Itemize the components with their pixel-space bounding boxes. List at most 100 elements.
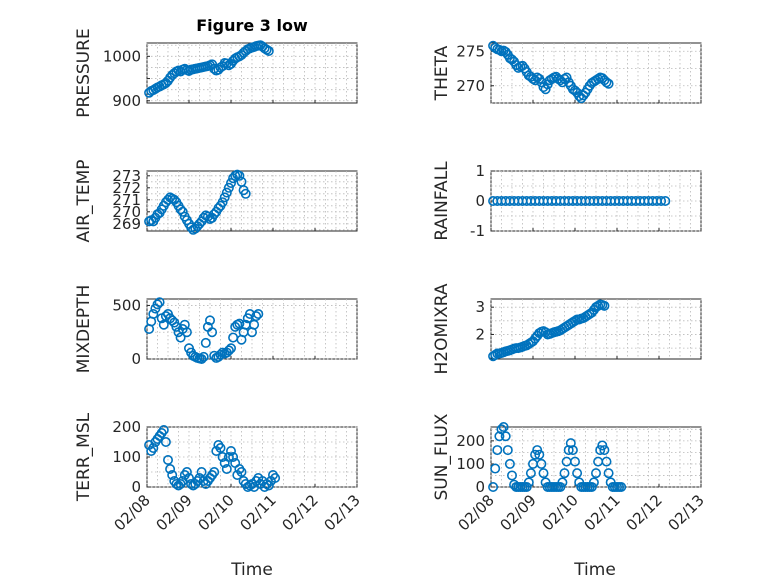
terr_msl-data-point bbox=[163, 454, 174, 465]
subplot-h2omixra: 2 3 H2OMIXRA bbox=[432, 283, 702, 375]
mixdepth-data-point bbox=[196, 353, 207, 364]
sun_flux-x-tick-label: 02/09 bbox=[497, 491, 540, 534]
mixdepth-data-point bbox=[205, 315, 216, 326]
sun_flux-data-point bbox=[504, 458, 515, 469]
mixdepth-y-tick-label: 0 bbox=[131, 350, 141, 368]
sun_flux-data-point bbox=[603, 468, 614, 479]
terr_msl-data-point bbox=[184, 472, 195, 483]
air_temp-data-point bbox=[221, 187, 232, 198]
pressure-y-axis-label: PRESSURE bbox=[74, 28, 94, 117]
sun_flux-data-point bbox=[490, 463, 501, 474]
sun_flux-data-point bbox=[530, 449, 541, 460]
mixdepth-y-axis-label: MIXDEPTH bbox=[74, 285, 94, 374]
sun_flux-data-point bbox=[555, 481, 566, 492]
h2omixra-data-point bbox=[599, 300, 610, 311]
air_temp-data-point bbox=[177, 206, 188, 217]
sun_flux-data-point bbox=[590, 468, 601, 479]
sun_flux-x-tick-label: 02/10 bbox=[539, 491, 582, 534]
air_temp-data-point bbox=[219, 192, 230, 203]
terr_msl-data-point bbox=[270, 472, 281, 483]
rainfall-y-axis-label: RAINFALL bbox=[432, 161, 452, 241]
sun_flux-data-point bbox=[599, 445, 610, 456]
theta-y-tick-label: 270 bbox=[456, 77, 485, 95]
terr_msl-y-tick-label: 200 bbox=[112, 418, 141, 436]
sun_flux-data-point bbox=[492, 445, 503, 456]
terr_msl-data-point bbox=[217, 451, 228, 462]
terr_msl-data-point bbox=[223, 451, 234, 462]
figure-title: Figure 3 low bbox=[196, 16, 308, 35]
sun_flux-data-point bbox=[616, 481, 627, 492]
sun_flux-y-tick-label: 0 bbox=[475, 478, 485, 496]
theta-data-point bbox=[540, 84, 551, 95]
terr_msl-y-tick-label: 100 bbox=[112, 448, 141, 466]
sun_flux-data-point bbox=[496, 424, 507, 435]
mixdepth-data-point bbox=[200, 337, 211, 348]
theta-data-point bbox=[561, 72, 572, 83]
terr_msl-data-point bbox=[196, 466, 207, 477]
air_temp-data-point bbox=[234, 170, 245, 181]
sun_flux-data-point bbox=[538, 468, 549, 479]
terr_msl-data-point bbox=[228, 451, 239, 462]
sun_flux-y-axis-label: SUN_FLUX bbox=[432, 413, 452, 500]
terr_msl-data-point bbox=[158, 424, 169, 435]
theta-data-point bbox=[603, 78, 614, 89]
sun_flux-data-point bbox=[494, 431, 505, 442]
terr_msl-data-point bbox=[160, 436, 171, 447]
sun_flux-data-point bbox=[506, 470, 517, 481]
sun_flux-y-tick-label: 100 bbox=[456, 455, 485, 473]
x-axis-label-left: Time bbox=[230, 560, 273, 580]
terr_msl-x-tick-label: 02/11 bbox=[237, 491, 280, 534]
mixdepth-y-tick-label: 500 bbox=[112, 296, 141, 314]
air_temp-data-point bbox=[226, 178, 237, 189]
subplot-mixdepth: 0 500 MIXDEPTH bbox=[74, 285, 358, 374]
sun_flux-x-tick-label: 02/11 bbox=[581, 491, 624, 534]
sun_flux-data-point bbox=[557, 477, 568, 488]
sun_flux-x-tick-label: 02/13 bbox=[665, 491, 708, 534]
pressure-data-point bbox=[263, 45, 274, 56]
mixdepth-data-point bbox=[152, 299, 163, 310]
pressure-data-point bbox=[261, 44, 272, 55]
air_temp-y-tick-label: 269 bbox=[112, 215, 141, 233]
mixdepth-data-point bbox=[148, 308, 159, 319]
x-axis-label-right: Time bbox=[573, 560, 616, 580]
sun_flux-data-point bbox=[569, 456, 580, 467]
sun_flux-x-tick-label: 02/12 bbox=[623, 491, 666, 534]
terr_msl-x-tick-label: 02/10 bbox=[195, 491, 238, 534]
terr_msl-data-point bbox=[181, 466, 192, 477]
sun_flux-data-point bbox=[534, 449, 545, 460]
air_temp-y-tick-label: 272 bbox=[112, 179, 141, 197]
theta-data-point bbox=[601, 77, 612, 88]
sun_flux-data-point bbox=[559, 468, 570, 479]
terr_msl-data-point bbox=[221, 463, 232, 474]
sun_flux-data-point bbox=[601, 456, 612, 467]
h2omixra-data-point bbox=[569, 315, 580, 326]
terr_msl-y-tick-label: 0 bbox=[131, 478, 141, 496]
sun_flux-data-point bbox=[563, 445, 574, 456]
theta-y-tick-label: 275 bbox=[456, 42, 485, 60]
theta-data-point bbox=[530, 75, 541, 86]
terr_msl-data-point bbox=[236, 466, 247, 477]
sun_flux-data-point bbox=[532, 445, 543, 456]
theta-y-axis-label: THETA bbox=[432, 45, 452, 101]
air_temp-y-axis-label: AIR_TEMP bbox=[74, 160, 94, 243]
air_temp-data-point bbox=[223, 182, 234, 193]
terr_msl-data-point bbox=[226, 445, 237, 456]
terr_msl-x-tick-label: 02/13 bbox=[321, 491, 364, 534]
sun_flux-data-point bbox=[488, 481, 499, 492]
subplot-pressure: 900 1000 PRESSURE bbox=[74, 28, 358, 118]
sun_flux-x-tick-label: 02/08 bbox=[455, 491, 498, 534]
theta-data-point bbox=[511, 60, 522, 71]
mixdepth-data-point bbox=[154, 297, 165, 308]
terr_msl-x-tick-label: 02/08 bbox=[111, 491, 154, 534]
mixdepth-data-point bbox=[253, 308, 264, 319]
terr_msl-x-tick-label: 02/09 bbox=[153, 491, 196, 534]
sun_flux-data-point bbox=[500, 431, 511, 442]
rainfall-y-tick-label: 1 bbox=[475, 162, 485, 180]
pressure-y-tick-label: 900 bbox=[112, 92, 141, 110]
air_temp-data-point bbox=[240, 188, 251, 199]
